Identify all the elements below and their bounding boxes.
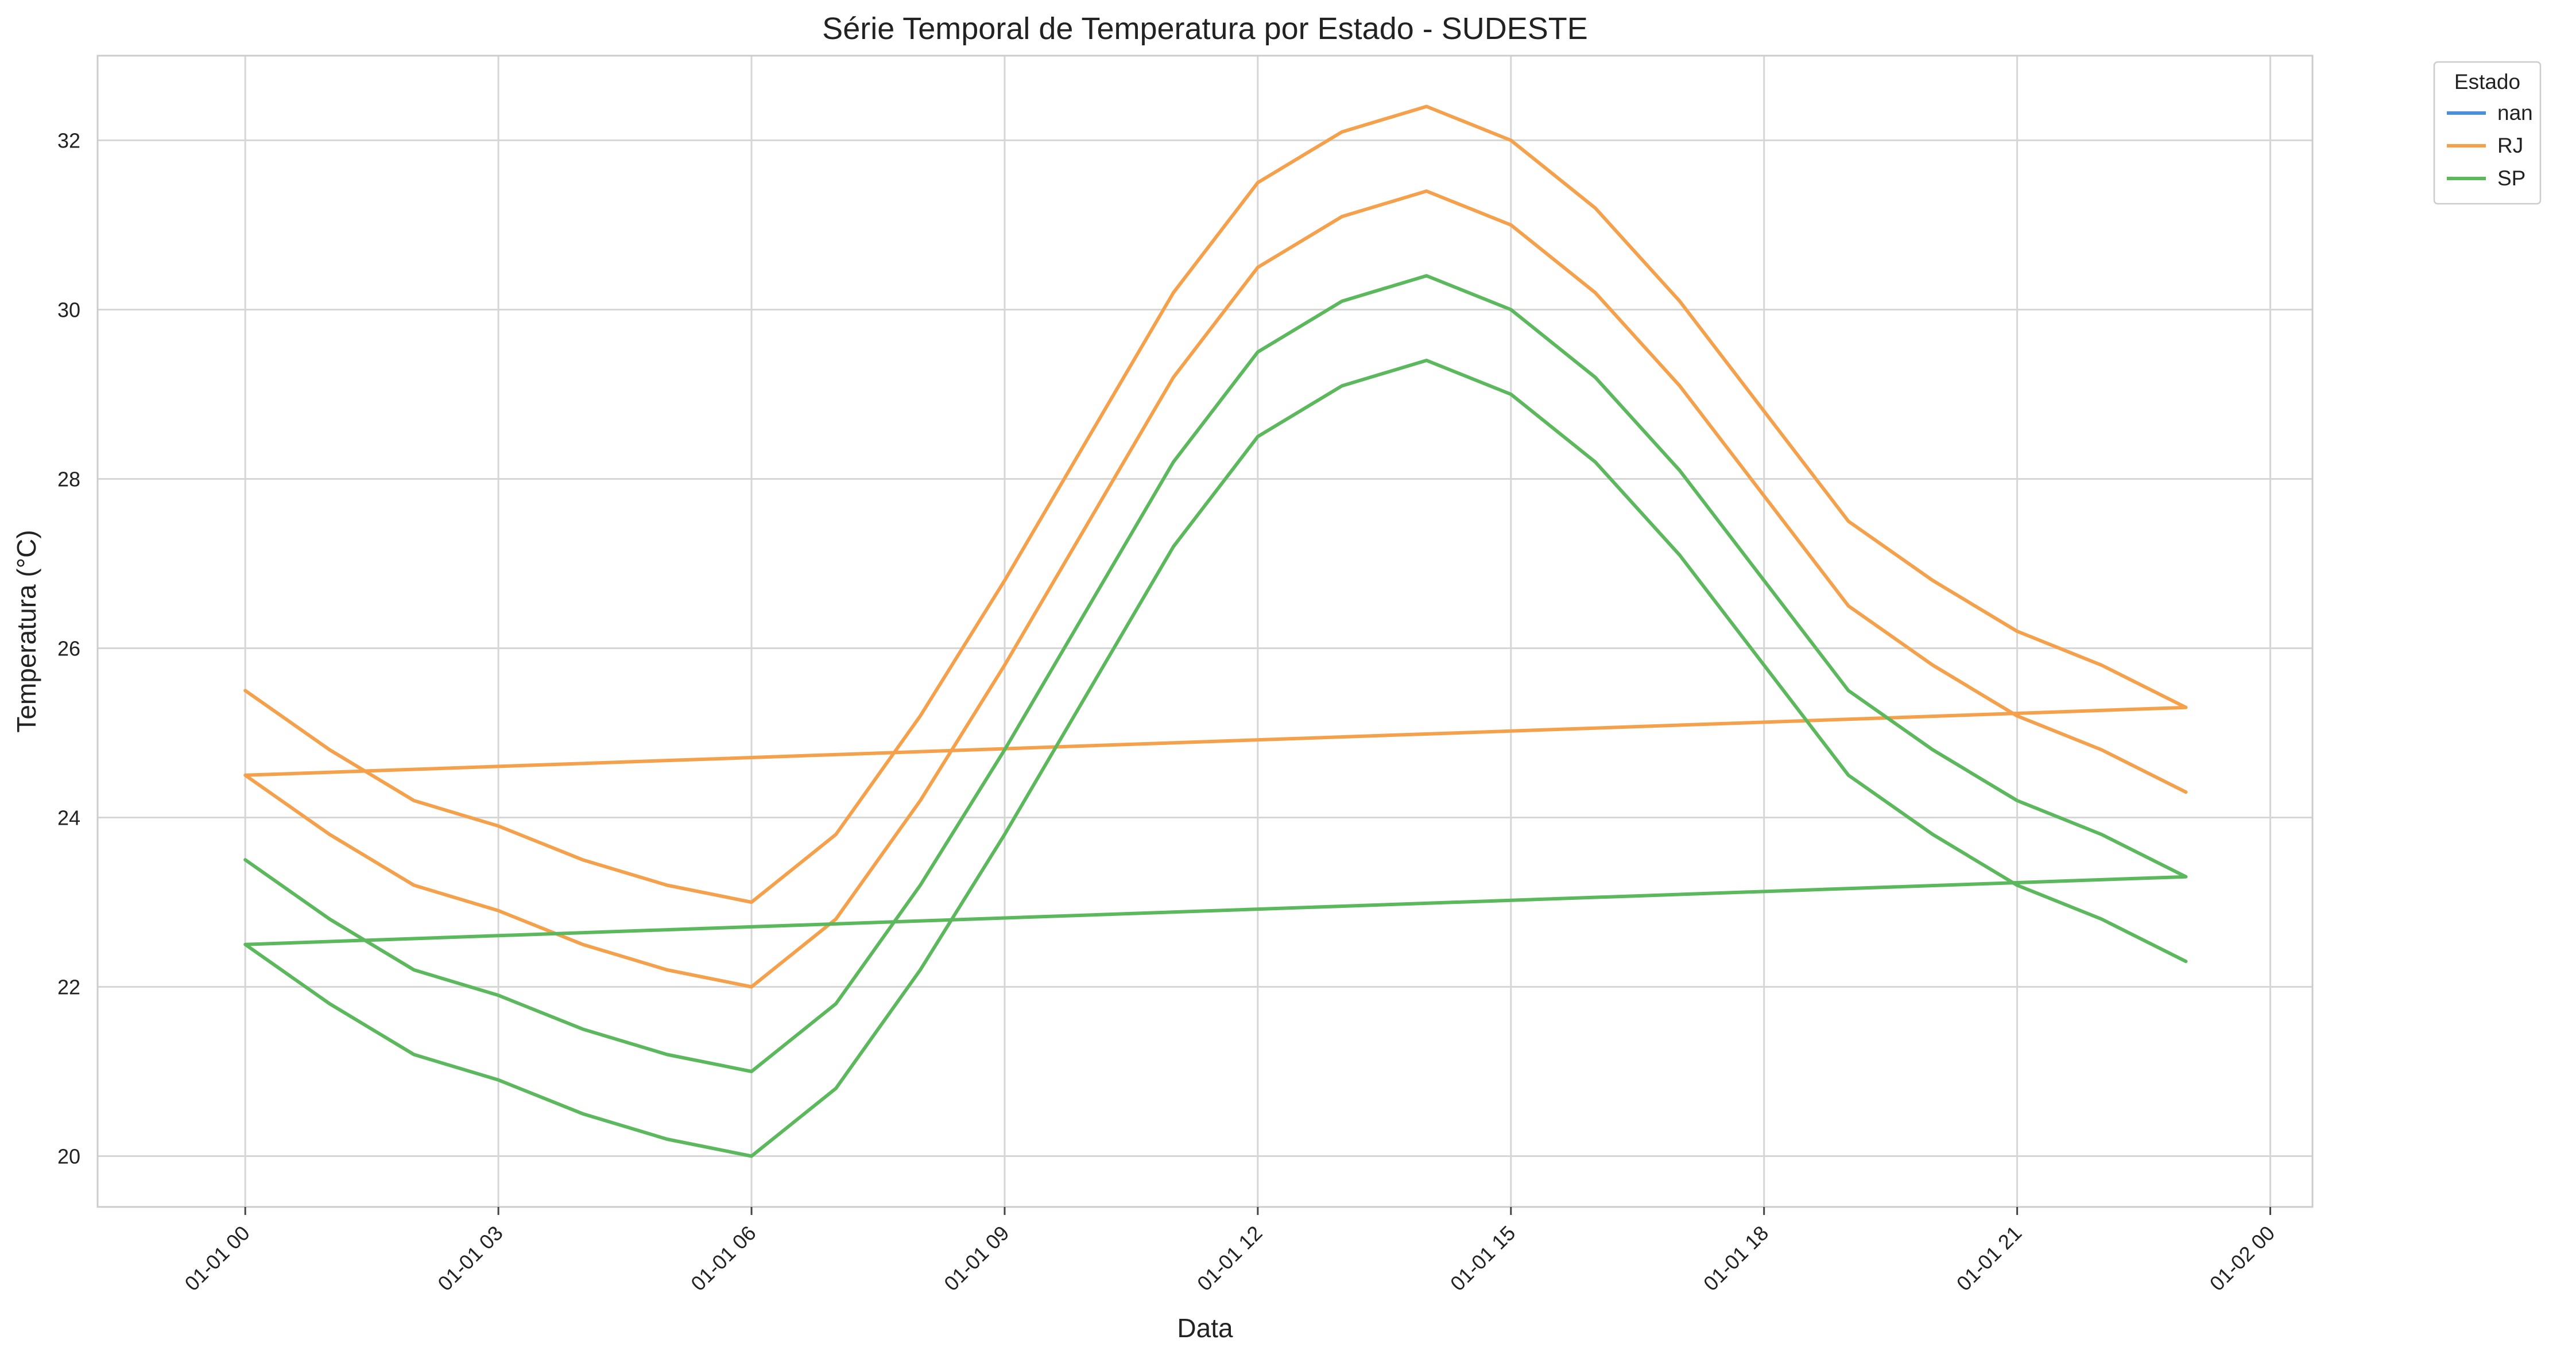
y-tick-label: 22: [57, 976, 80, 999]
legend-title: Estado: [2454, 70, 2520, 94]
y-tick-label: 24: [57, 806, 80, 830]
y-tick-label: 30: [57, 298, 80, 322]
y-tick-label: 28: [57, 468, 80, 491]
y-tick-label: 26: [57, 637, 80, 661]
series-line-rj: [243, 104, 2188, 989]
x-axis-title: Data: [1177, 1313, 1233, 1343]
legend-label-sp: SP: [2497, 166, 2525, 190]
legend-label-rj: RJ: [2497, 134, 2523, 157]
legend-label-nan: nan: [2497, 101, 2533, 125]
plot-area-frame: [96, 55, 2314, 1208]
y-axis-ticks: 20 22 24 26 28 30 32: [57, 129, 80, 1168]
legend: Estado nan RJ SP: [2433, 61, 2542, 205]
legend-box: [2433, 61, 2542, 205]
series-lines: [243, 104, 2188, 1158]
series-line-sp: [243, 274, 2188, 1158]
chart-title: Série Temporal de Temperatura por Estado…: [822, 11, 1588, 46]
y-tick-label: 32: [57, 129, 80, 153]
y-axis-title: Temperatura (°C): [11, 530, 41, 732]
y-tick-label: 20: [57, 1145, 80, 1168]
